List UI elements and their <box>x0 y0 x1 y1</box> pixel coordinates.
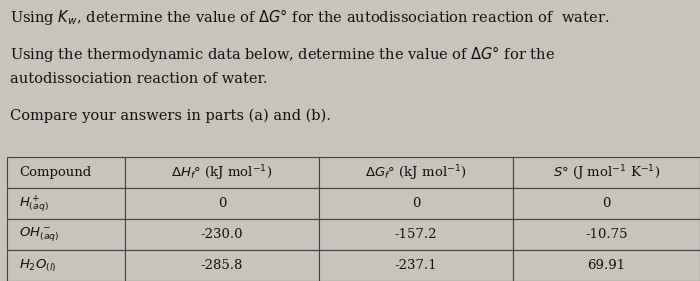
Text: Compare your answers in parts (a) and (b).: Compare your answers in parts (a) and (b… <box>10 108 331 123</box>
Text: Using the thermodynamic data below, determine the value of $\Delta G°$ for the: Using the thermodynamic data below, dete… <box>10 44 556 64</box>
Text: Using $K_w$, determine the value of $\Delta G°$ for the autodissociation reactio: Using $K_w$, determine the value of $\De… <box>10 7 610 27</box>
Text: autodissociation reaction of water.: autodissociation reaction of water. <box>10 72 268 86</box>
